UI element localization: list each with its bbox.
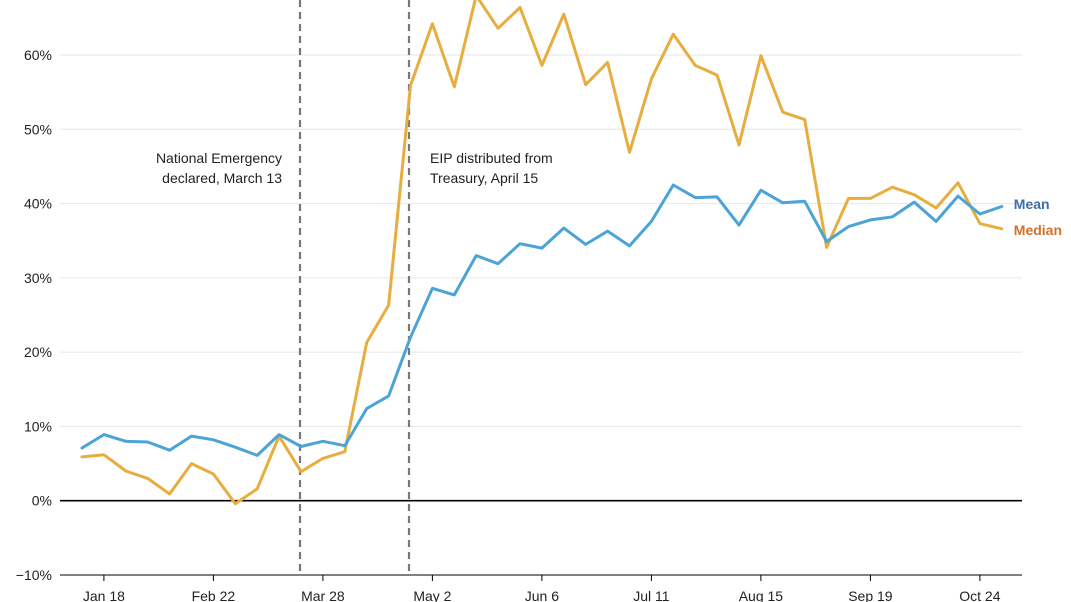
- y-tick-label: 60%: [24, 47, 52, 63]
- x-tick-label: Jun 6: [525, 588, 559, 602]
- x-tick-label: Aug 15: [739, 588, 784, 602]
- y-tick-label: 10%: [24, 418, 52, 434]
- y-tick-label: −10%: [16, 567, 52, 583]
- series-label-mean: Mean: [1014, 196, 1050, 212]
- gridlines: [60, 54, 1022, 576]
- event-markers: [298, 0, 411, 575]
- series-label-median: Median: [1014, 222, 1062, 238]
- y-tick-label: 40%: [24, 196, 52, 212]
- y-tick-label: 20%: [24, 344, 52, 360]
- y-tick-label: 30%: [24, 270, 52, 286]
- series-line-median: [80, 0, 1004, 506]
- x-tick-label: May 2: [413, 588, 451, 602]
- series-line-mean: [80, 183, 1004, 457]
- x-tick-label: Jan 18: [83, 588, 125, 602]
- y-tick-label: 50%: [24, 121, 52, 137]
- x-tick-label: Mar 28: [301, 588, 345, 602]
- annotations: National Emergency declared, March 13 EIP …: [156, 150, 553, 186]
- x-axis: Jan 18 Feb 22 Mar 28 May 2 Jun 6 Jul 11 Aug 15…: [83, 575, 1001, 602]
- annotation-text: EIP distributed from: [430, 150, 553, 166]
- series-lines: [80, 0, 1004, 506]
- y-tick-label: 0%: [32, 493, 52, 509]
- series-labels: Mean Median: [1014, 196, 1062, 238]
- y-axis-tick-labels: −10% 0% 10% 20% 30% 40% 50% 60%: [16, 47, 52, 583]
- x-tick-label: Oct 24: [959, 588, 1000, 602]
- x-tick-label: Sep 19: [848, 588, 893, 602]
- annotation-text: declared, March 13: [162, 170, 282, 186]
- x-tick-label: Jul 11: [633, 588, 670, 602]
- x-tick-label: Feb 22: [192, 588, 236, 602]
- annotation-text: Treasury, April 15: [430, 170, 538, 186]
- annotation-text: National Emergency: [156, 150, 282, 166]
